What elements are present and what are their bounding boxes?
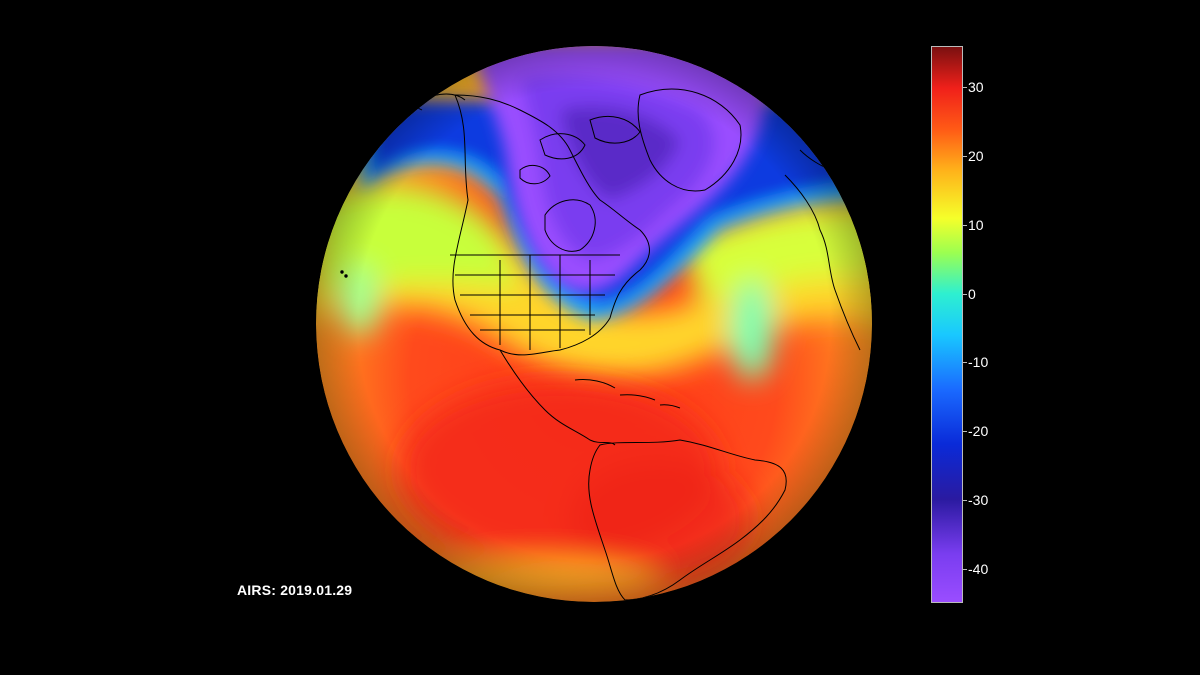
- colorbar-tick-label: -10: [968, 354, 989, 371]
- colorbar-tick-mark: [963, 362, 967, 364]
- date-caption: AIRS: 2019.01.29: [237, 582, 353, 598]
- colorbar-tick-mark: [963, 568, 967, 570]
- colorbar-tick-mark: [963, 224, 967, 226]
- colorbar-tick-mark: [963, 87, 967, 89]
- colorbar-tick-label: -20: [968, 423, 989, 440]
- colorbar-tick-label: -30: [968, 491, 989, 508]
- colorbar-tick-mark: [963, 293, 967, 295]
- colorbar-tick-label: 30: [968, 79, 984, 96]
- colorbar-tick-mark: [963, 499, 967, 501]
- colorbar-tick-mark: [963, 156, 967, 158]
- temperature-field: [316, 46, 872, 602]
- colorbar-tick-label: 0: [968, 285, 976, 302]
- colorbar-tick-label: 10: [968, 216, 984, 233]
- colorbar-tick-label: 20: [968, 148, 984, 165]
- colorbar-tick-mark: [963, 431, 967, 433]
- temperature-colorbar: [931, 46, 963, 603]
- colorbar-tick-label: -40: [968, 560, 989, 577]
- coastlines: [340, 88, 861, 601]
